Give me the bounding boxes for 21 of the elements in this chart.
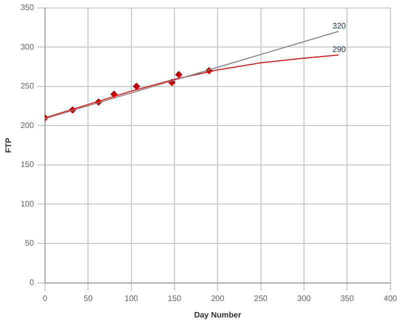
y-tick-label: 250 (20, 82, 34, 91)
y-tick-label: 200 (20, 120, 34, 130)
y-axis-title: FTP (4, 137, 14, 153)
annotation: 290 (332, 45, 346, 54)
annotation: 320 (332, 22, 346, 31)
x-tick-label: 250 (254, 294, 268, 303)
y-tick-label: 350 (20, 3, 34, 12)
x-tick-label: 100 (124, 294, 139, 303)
y-tick-label: 50 (25, 238, 34, 248)
x-tick-label: 0 (42, 294, 48, 303)
x-tick-label: 400 (384, 294, 398, 303)
y-tick-label: 300 (20, 42, 34, 52)
x-axis-title: Day Number (194, 310, 242, 320)
y-tick-label: 100 (20, 199, 34, 208)
x-tick-label: 300 (297, 294, 312, 303)
x-tick-label: 50 (84, 294, 94, 303)
x-tick-label: 200 (210, 294, 225, 303)
y-tick-label: 0 (29, 278, 34, 288)
y-tick-label: 150 (20, 160, 34, 170)
x-tick-label: 350 (340, 294, 354, 303)
x-tick-label: 150 (168, 294, 182, 303)
